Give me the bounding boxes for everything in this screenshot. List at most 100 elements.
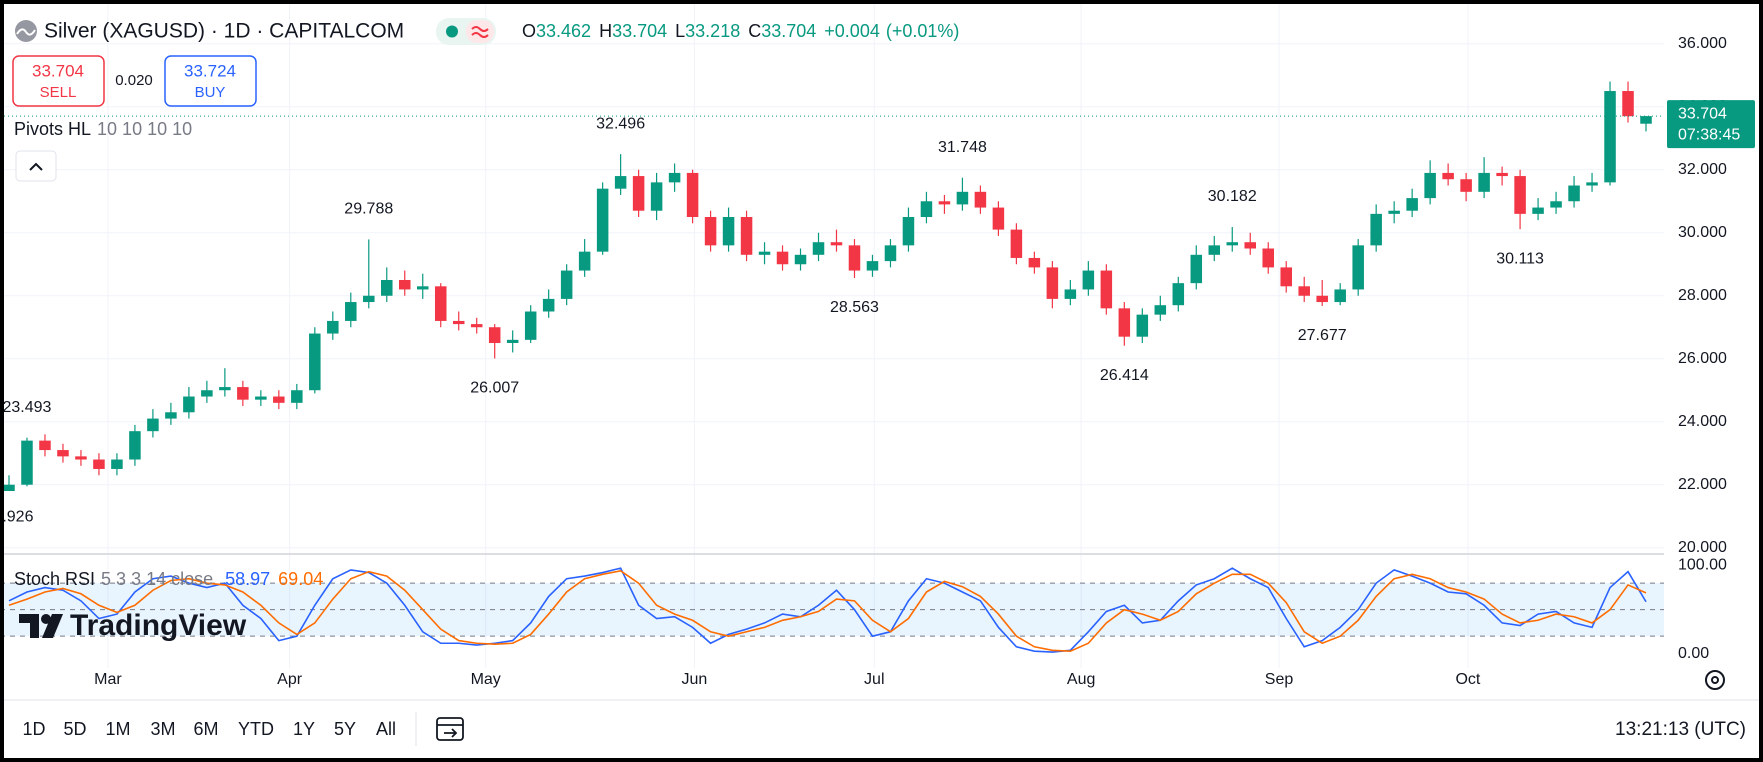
candle-body bbox=[1298, 286, 1310, 296]
candle-body bbox=[129, 431, 141, 460]
ohlc-value: 33.704 bbox=[612, 21, 667, 41]
pivot-label: 27.677 bbox=[1298, 327, 1347, 344]
candle-body bbox=[1154, 305, 1167, 315]
timeframe-button[interactable]: 3M bbox=[150, 719, 175, 739]
timeframe-button[interactable]: 1D bbox=[22, 719, 45, 739]
candle-body bbox=[291, 390, 303, 403]
candle-body bbox=[758, 251, 771, 255]
timeframe-button[interactable]: 5D bbox=[63, 719, 86, 739]
candle-body bbox=[1046, 267, 1059, 299]
y-tick-label: 28.000 bbox=[1678, 287, 1727, 304]
candle-body bbox=[1406, 198, 1418, 211]
oscillator-pane bbox=[0, 567, 1664, 653]
last-price-tag bbox=[1667, 100, 1755, 149]
buy-label[interactable]: BUY bbox=[195, 84, 226, 101]
candle-body bbox=[255, 396, 267, 400]
candle-body bbox=[363, 295, 375, 303]
oscillator-title: Stoch RSI bbox=[14, 569, 95, 589]
ohlc-value: 33.218 bbox=[685, 21, 740, 41]
oscillator-legend[interactable]: Stoch RSI 5 3 3 14 close 58.97 69.04 bbox=[14, 569, 323, 589]
symbol-icon-mark bbox=[16, 28, 36, 36]
candle-body bbox=[956, 191, 969, 205]
bar-countdown: 07:38:45 bbox=[1678, 126, 1740, 143]
candle-body bbox=[452, 320, 465, 325]
ohlc-value: 33.704 bbox=[761, 21, 816, 41]
goto-date-button[interactable] bbox=[436, 717, 464, 741]
indicator-legend[interactable]: Pivots HL 10 10 10 10 bbox=[14, 119, 192, 139]
pivot-label: 31.748 bbox=[938, 139, 987, 156]
timeframe-button[interactable]: All bbox=[376, 719, 396, 739]
calendar-arrow bbox=[444, 728, 458, 738]
oscillator-tick-label: 100.00 bbox=[1678, 557, 1727, 574]
candle-body bbox=[668, 172, 681, 183]
candle-body bbox=[938, 201, 951, 205]
pivot-label: 26.007 bbox=[470, 380, 519, 397]
timeframe-button[interactable]: 6M bbox=[193, 719, 218, 739]
candle-body bbox=[327, 320, 339, 334]
x-tick-label: Mar bbox=[94, 671, 122, 688]
ohlc-value: 33.462 bbox=[536, 21, 591, 41]
candle-body bbox=[1496, 172, 1508, 177]
candle-body bbox=[3, 484, 15, 492]
buy-box[interactable] bbox=[164, 55, 257, 107]
candle-body bbox=[434, 286, 447, 321]
candle-body bbox=[1280, 267, 1292, 287]
candle-body bbox=[1460, 179, 1472, 192]
sell-label[interactable]: SELL bbox=[40, 84, 77, 101]
candle-body bbox=[381, 280, 393, 296]
y-tick-label: 30.000 bbox=[1678, 224, 1727, 241]
timeframe-button[interactable]: 1M bbox=[105, 719, 130, 739]
candle-body bbox=[309, 333, 321, 391]
candle-body bbox=[740, 217, 753, 255]
timeframe-button[interactable]: 1Y bbox=[293, 719, 315, 739]
buy-price[interactable]: 33.724 bbox=[184, 61, 236, 80]
candle-body bbox=[1640, 116, 1652, 124]
candle-body bbox=[1064, 289, 1077, 299]
settings-button[interactable] bbox=[1705, 670, 1725, 690]
candle-body bbox=[488, 327, 501, 343]
symbol-title[interactable]: Silver (XAGUSD) · 1D · CAPITALCOM bbox=[44, 20, 404, 43]
collapse-button[interactable] bbox=[15, 150, 57, 182]
candle-body bbox=[470, 324, 483, 328]
timeframe-button[interactable]: YTD bbox=[238, 719, 274, 739]
candle-body bbox=[273, 396, 285, 403]
candle-body bbox=[1442, 172, 1454, 180]
pivot-label: 32.496 bbox=[596, 115, 645, 132]
x-tick-label: Oct bbox=[1455, 671, 1480, 688]
settings-icon[interactable] bbox=[1705, 670, 1725, 690]
timeframe-button[interactable]: 5Y bbox=[334, 719, 356, 739]
ohlc-label: O bbox=[522, 21, 536, 41]
candle-body bbox=[219, 387, 231, 391]
change-pct: (+0.01%) bbox=[886, 21, 960, 41]
sell-price[interactable]: 33.704 bbox=[32, 61, 84, 80]
sell-button[interactable]: 33.704 SELL bbox=[12, 55, 105, 107]
grid bbox=[0, 0, 1664, 668]
candle-body bbox=[75, 456, 87, 460]
candle-body bbox=[57, 450, 69, 457]
candle-body bbox=[1244, 242, 1257, 249]
candle-body bbox=[1172, 283, 1185, 306]
indicator-params: 10 10 10 10 bbox=[97, 119, 192, 139]
calendar-icon[interactable] bbox=[436, 717, 464, 741]
candle-body bbox=[1586, 182, 1598, 186]
candle-body bbox=[1334, 289, 1346, 303]
candle-body bbox=[1028, 257, 1041, 268]
candle-body bbox=[93, 459, 105, 469]
candle-body bbox=[1190, 254, 1203, 284]
clock[interactable]: 13:21:13 (UTC) bbox=[1615, 719, 1746, 740]
candle-body bbox=[1568, 185, 1580, 202]
candle-body bbox=[1604, 91, 1616, 183]
y-tick-label: 32.000 bbox=[1678, 161, 1727, 178]
candle-body bbox=[1424, 172, 1436, 199]
candle-body bbox=[39, 440, 51, 451]
logo-mark bbox=[42, 614, 63, 638]
y-tick-label: 20.000 bbox=[1678, 539, 1727, 556]
y-tick-label: 36.000 bbox=[1678, 35, 1727, 52]
y-tick-label: 22.000 bbox=[1678, 476, 1727, 493]
buy-button[interactable]: 33.724 BUY bbox=[164, 55, 257, 107]
x-tick-label: Apr bbox=[277, 671, 303, 688]
sell-box[interactable] bbox=[12, 55, 105, 107]
change: +0.004 bbox=[824, 21, 880, 41]
